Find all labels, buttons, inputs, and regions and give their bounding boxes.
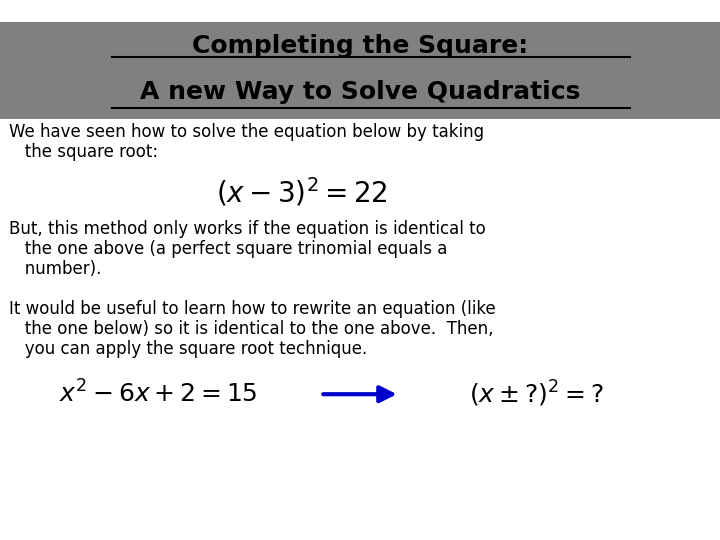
Text: you can apply the square root technique.: you can apply the square root technique.	[9, 340, 367, 359]
Text: the square root:: the square root:	[9, 143, 158, 161]
Text: number).: number).	[9, 260, 101, 278]
Text: But, this method only works if the equation is identical to: But, this method only works if the equat…	[9, 220, 485, 239]
Text: It would be useful to learn how to rewrite an equation (like: It would be useful to learn how to rewri…	[9, 300, 495, 318]
Text: A new Way to Solve Quadratics: A new Way to Solve Quadratics	[140, 80, 580, 104]
Text: Completing the Square:: Completing the Square:	[192, 34, 528, 58]
Text: We have seen how to solve the equation below by taking: We have seen how to solve the equation b…	[9, 123, 484, 141]
Text: $x^{2}-6x+2=15$: $x^{2}-6x+2=15$	[59, 381, 258, 408]
Text: $\left(x-3\right)^{2}=22$: $\left(x-3\right)^{2}=22$	[217, 176, 388, 208]
Text: the one below) so it is identical to the one above.  Then,: the one below) so it is identical to the…	[9, 320, 493, 339]
Bar	[0, 22, 720, 119]
Text: the one above (a perfect square trinomial equals a: the one above (a perfect square trinomia…	[9, 240, 447, 259]
Text: $\left(x\pm?\right)^{2}=?$: $\left(x\pm?\right)^{2}=?$	[469, 379, 603, 409]
